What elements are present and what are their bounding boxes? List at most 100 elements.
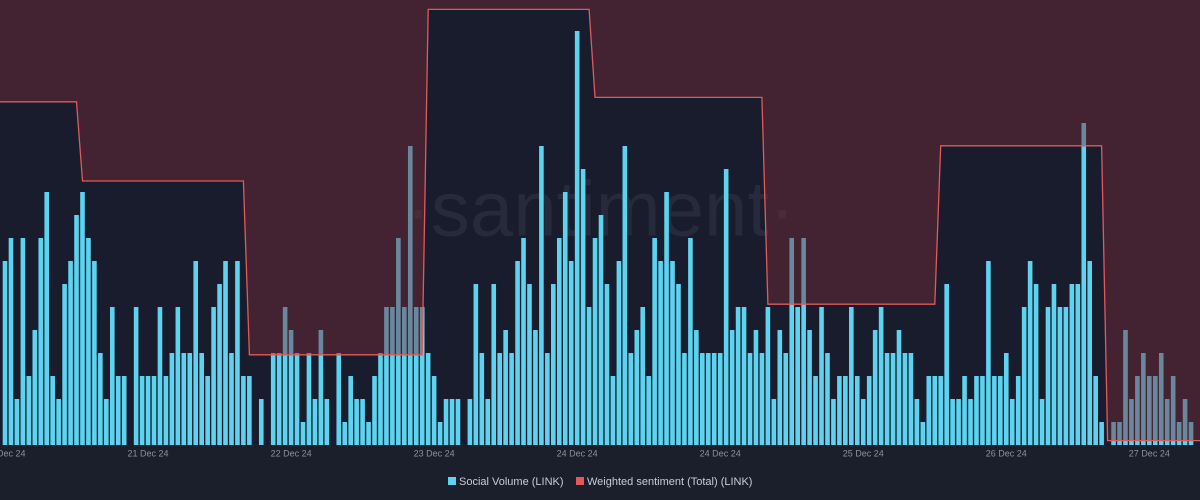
bar [145,376,151,445]
bar [497,353,502,445]
bar [795,307,800,445]
bar [300,422,306,445]
bar [676,284,681,445]
bar [819,307,824,445]
legend-label: Social Volume (LINK) [459,476,564,488]
legend-swatch [576,477,584,485]
bar [926,376,932,445]
bar [312,399,318,445]
x-tick-label: 23 Dec 24 [414,448,455,458]
bar [1081,123,1087,445]
bar [1039,399,1045,445]
bar [1021,307,1027,445]
legend-swatch [448,477,456,485]
bar [1093,376,1098,445]
bar [163,376,169,445]
bar [258,399,264,445]
bar [831,399,836,445]
bar [992,376,997,445]
bar [211,307,216,445]
bar [652,238,657,445]
bar [1135,376,1140,445]
bar [473,284,479,445]
bar [175,307,181,445]
bar [1075,284,1081,445]
bar [807,330,812,445]
bar [324,399,330,445]
bar [944,284,949,445]
bar [634,330,640,445]
bar [32,330,38,445]
bar [288,330,294,445]
sentiment-area [0,0,1200,441]
bar [670,261,675,445]
bar [872,330,878,445]
bar [705,353,711,445]
bar [735,307,741,445]
bar [354,399,359,445]
bar [443,399,449,445]
bar [1069,284,1075,445]
bar [348,376,353,445]
bar [562,192,568,445]
bar [723,169,729,445]
bar [717,353,723,445]
bar [1045,307,1051,445]
bar [646,376,651,445]
bar [199,353,204,445]
bar [962,376,967,445]
bar [1009,399,1015,445]
bar [270,353,276,445]
x-tick-label: 21 Dec 24 [128,448,169,458]
bar [509,353,514,445]
bar [783,353,789,445]
bar [419,307,425,445]
bar [80,192,85,445]
bar [902,353,908,445]
bar [616,261,622,445]
bar [664,192,669,445]
bar [342,422,348,445]
bar [2,261,8,445]
bar [109,307,115,445]
bar [998,376,1003,445]
x-tick-label: 25 Dec 24 [843,448,884,458]
bar [1111,422,1116,445]
bar [1117,422,1122,445]
bar [586,307,592,445]
bar [521,238,526,445]
bar [372,376,377,445]
bar [860,399,866,445]
bar [1015,376,1021,445]
bar [938,376,944,445]
bar [1033,284,1039,445]
bar [294,353,300,445]
bar [974,376,979,445]
bar [604,284,610,445]
bar [205,376,210,445]
bar [592,238,598,445]
bar [44,192,50,445]
bar [491,284,497,445]
bar [366,422,371,445]
bar [866,376,872,445]
bar [700,353,705,445]
bar [628,353,634,445]
bar [282,307,288,445]
bar [556,238,562,445]
bar [98,353,103,445]
bar [1147,376,1152,445]
bar [431,376,437,445]
bar [1158,353,1164,445]
bar [640,307,646,445]
bar [306,353,312,445]
bar [68,261,73,445]
bar [1123,330,1128,445]
bar [551,284,556,445]
bar [753,330,759,445]
bar [729,330,735,445]
bar [527,284,532,445]
bar [247,376,252,445]
bar [187,353,193,445]
